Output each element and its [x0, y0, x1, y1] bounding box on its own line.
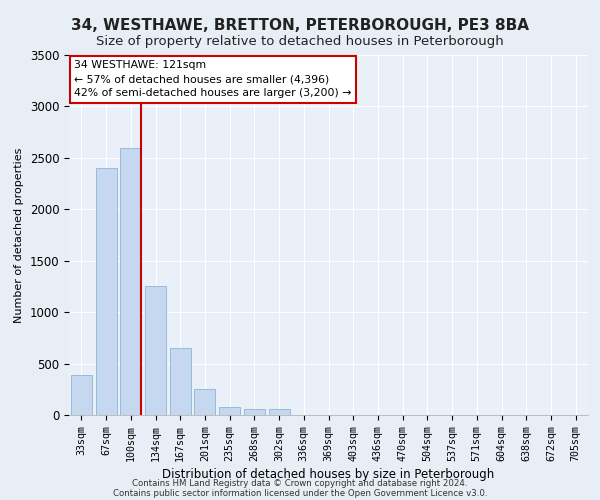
- Bar: [120, 148, 141, 415]
- Text: Contains public sector information licensed under the Open Government Licence v3: Contains public sector information licen…: [113, 488, 487, 498]
- Text: Size of property relative to detached houses in Peterborough: Size of property relative to detached ho…: [96, 35, 504, 48]
- Bar: [244, 409, 265, 415]
- Bar: [145, 286, 166, 415]
- Bar: [219, 407, 240, 415]
- Bar: [194, 390, 215, 415]
- Bar: [170, 348, 191, 415]
- Text: 34, WESTHAWE, BRETTON, PETERBOROUGH, PE3 8BA: 34, WESTHAWE, BRETTON, PETERBOROUGH, PE3…: [71, 18, 529, 32]
- Bar: [269, 410, 290, 415]
- Y-axis label: Number of detached properties: Number of detached properties: [14, 148, 24, 322]
- Text: Contains HM Land Registry data © Crown copyright and database right 2024.: Contains HM Land Registry data © Crown c…: [132, 478, 468, 488]
- Text: 34 WESTHAWE: 121sqm
← 57% of detached houses are smaller (4,396)
42% of semi-det: 34 WESTHAWE: 121sqm ← 57% of detached ho…: [74, 60, 352, 98]
- Bar: [95, 168, 116, 415]
- Bar: [71, 375, 92, 415]
- X-axis label: Distribution of detached houses by size in Peterborough: Distribution of detached houses by size …: [163, 468, 494, 480]
